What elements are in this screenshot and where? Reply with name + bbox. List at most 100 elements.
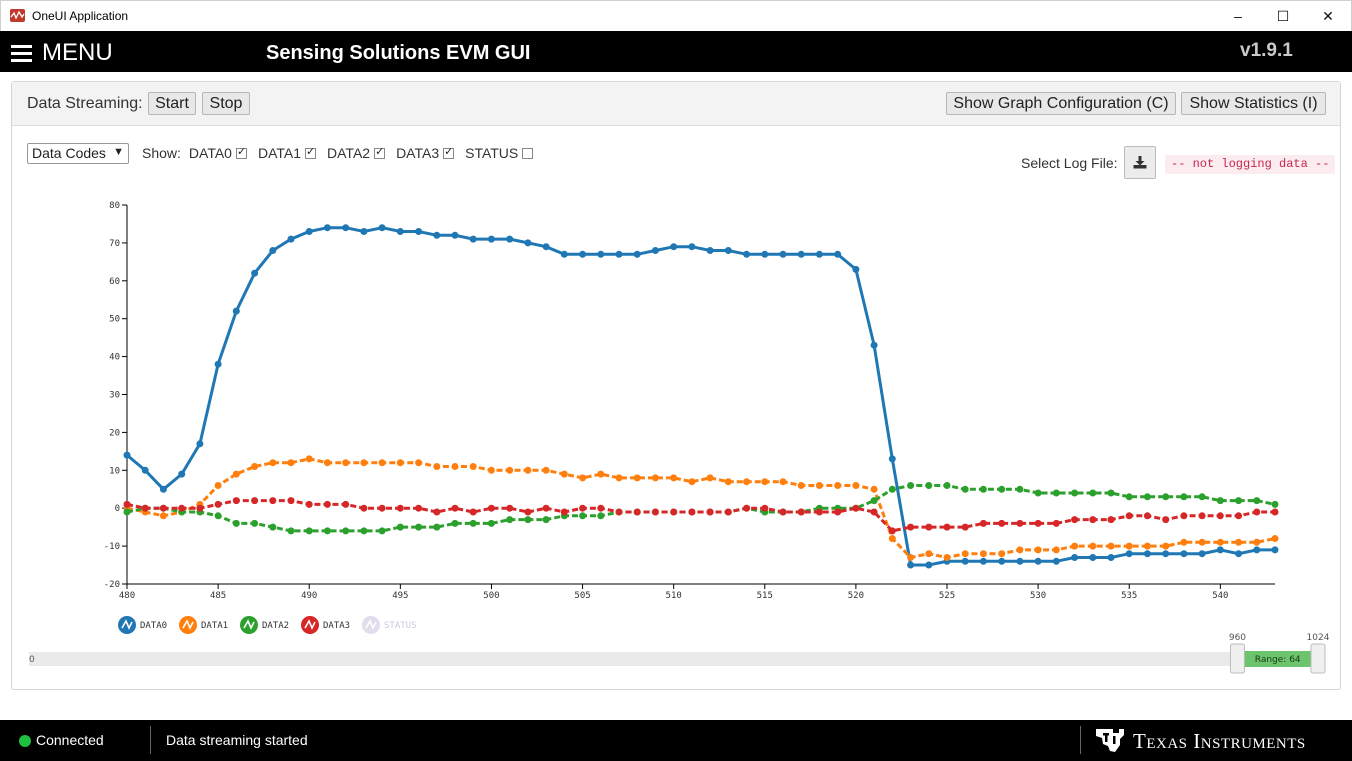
toggle-data2[interactable]: DATA2 (327, 145, 386, 161)
data-point-data2 (487, 519, 495, 527)
data-point-data0 (651, 247, 659, 254)
data-point-data3 (1071, 516, 1079, 524)
toggle-data0[interactable]: DATA0 (189, 145, 247, 161)
data-point-data0 (1034, 557, 1042, 565)
data-point-data1 (852, 482, 860, 489)
series-line-data1 (126, 457, 1276, 560)
menu-button[interactable]: MENU (11, 39, 113, 67)
data-point-data3 (998, 519, 1006, 527)
data-point-data1 (269, 459, 277, 467)
data-point-data0 (979, 557, 987, 565)
graph-config-button[interactable]: Show Graph Configuration (C) (946, 92, 1176, 115)
data-point-data3 (1198, 512, 1206, 520)
data-point-data3 (123, 500, 131, 508)
logging-status: -- not logging data -- (1165, 155, 1336, 174)
slider-track[interactable] (29, 652, 1318, 666)
status-divider (150, 726, 151, 754)
chart-legend: DATA0 DATA1 DATA2 DATA3 STATUS (118, 616, 417, 634)
status-message: Data streaming started (166, 732, 308, 748)
data-point-data2 (123, 508, 131, 516)
data-point-data1 (579, 474, 587, 482)
data-point-data3 (779, 508, 787, 516)
slider-left-handle[interactable] (1229, 643, 1245, 674)
checkbox-status[interactable] (522, 147, 534, 159)
y-tick-label: 50 (109, 315, 120, 325)
stop-button[interactable]: Stop (202, 92, 250, 115)
statistics-button[interactable]: Show Statistics (I) (1181, 92, 1326, 115)
data-point-data0 (724, 247, 732, 254)
data-point-data1 (761, 478, 769, 486)
legend-item-data1[interactable]: DATA1 (179, 616, 228, 634)
data-point-data1 (433, 463, 441, 470)
data-point-data1 (378, 459, 386, 467)
x-tick-label: 530 (1030, 591, 1046, 601)
data-point-data3 (360, 504, 368, 512)
data-point-data1 (615, 474, 623, 482)
toggle-data1[interactable]: DATA1 (258, 145, 317, 161)
toggle-data3[interactable]: DATA3 (396, 145, 455, 161)
start-button[interactable]: Start (148, 92, 196, 115)
data-point-data3 (487, 504, 495, 512)
maximize-button[interactable]: ☐ (1276, 7, 1290, 24)
hamburger-icon (11, 45, 32, 62)
log-file-label: Select Log File: (1021, 155, 1118, 171)
channel-toggles: Show: DATA0 DATA1 DATA2 DATA3 STATUS (142, 145, 544, 161)
close-button[interactable]: ✕ (1322, 7, 1334, 24)
data-point-data1 (834, 482, 842, 489)
toggle-status[interactable]: STATUS (465, 145, 534, 161)
data-point-data1 (597, 470, 605, 478)
checkbox-data1[interactable] (305, 145, 317, 159)
data-point-data0 (743, 250, 751, 258)
data-point-data0 (779, 250, 787, 258)
data-point-data3 (396, 504, 404, 512)
data-point-data2 (579, 512, 587, 520)
legend-item-data0[interactable]: DATA0 (118, 616, 167, 634)
data-point-data3 (1253, 508, 1261, 516)
version-label: v1.9.1 (1240, 40, 1293, 61)
data-point-data3 (1180, 512, 1188, 520)
y-tick-label: 70 (109, 239, 120, 249)
data-point-data3 (560, 508, 568, 516)
select-log-file-button[interactable] (1124, 146, 1156, 179)
checkbox-data0[interactable] (235, 145, 247, 159)
toggle-data2-label: DATA2 (327, 145, 371, 161)
data-point-data2 (961, 485, 969, 493)
slider-right-handle-label: 1024 (1307, 633, 1330, 643)
data-point-data2 (1143, 493, 1151, 501)
app-title: Sensing Solutions EVM GUI (266, 42, 531, 64)
data-point-data0 (360, 228, 368, 235)
minimize-button[interactable]: – (1234, 8, 1242, 24)
checkbox-data2[interactable] (374, 145, 386, 159)
data-point-data1 (342, 459, 350, 467)
range-slider[interactable]: Range: 64 960 1024 0 (29, 633, 1330, 674)
data-point-data0 (415, 228, 423, 235)
data-point-data0 (1253, 546, 1261, 554)
data-point-data3 (651, 508, 659, 516)
data-point-data3 (743, 504, 751, 512)
data-point-data2 (451, 519, 459, 527)
data-point-data0 (579, 250, 587, 258)
legend-item-data2[interactable]: DATA2 (240, 616, 289, 634)
data-point-data0 (251, 269, 259, 277)
data-point-data1 (251, 463, 259, 470)
data-point-data1 (469, 463, 477, 470)
data-point-data2 (396, 523, 404, 531)
legend-item-data3[interactable]: DATA3 (301, 616, 350, 634)
data-point-data0 (1125, 550, 1133, 558)
y-tick-label: -20 (104, 580, 120, 590)
data-point-data3 (761, 504, 769, 512)
legend-item-status[interactable]: STATUS (362, 616, 417, 634)
data-point-data1 (925, 550, 933, 558)
toggle-status-label: STATUS (465, 145, 519, 161)
display-mode-select[interactable]: Data Codes ▼ (27, 143, 129, 164)
data-point-data0 (1071, 554, 1079, 561)
data-point-data0 (888, 455, 896, 463)
slider-right-handle[interactable] (1310, 643, 1326, 674)
slider-range-fill[interactable] (1237, 651, 1318, 667)
checkbox-data3[interactable] (443, 145, 455, 159)
data-point-data1 (506, 466, 514, 474)
data-point-data0 (560, 250, 568, 258)
data-point-data0 (342, 224, 350, 232)
legend-label: STATUS (384, 621, 417, 631)
data-point-data0 (323, 224, 331, 232)
